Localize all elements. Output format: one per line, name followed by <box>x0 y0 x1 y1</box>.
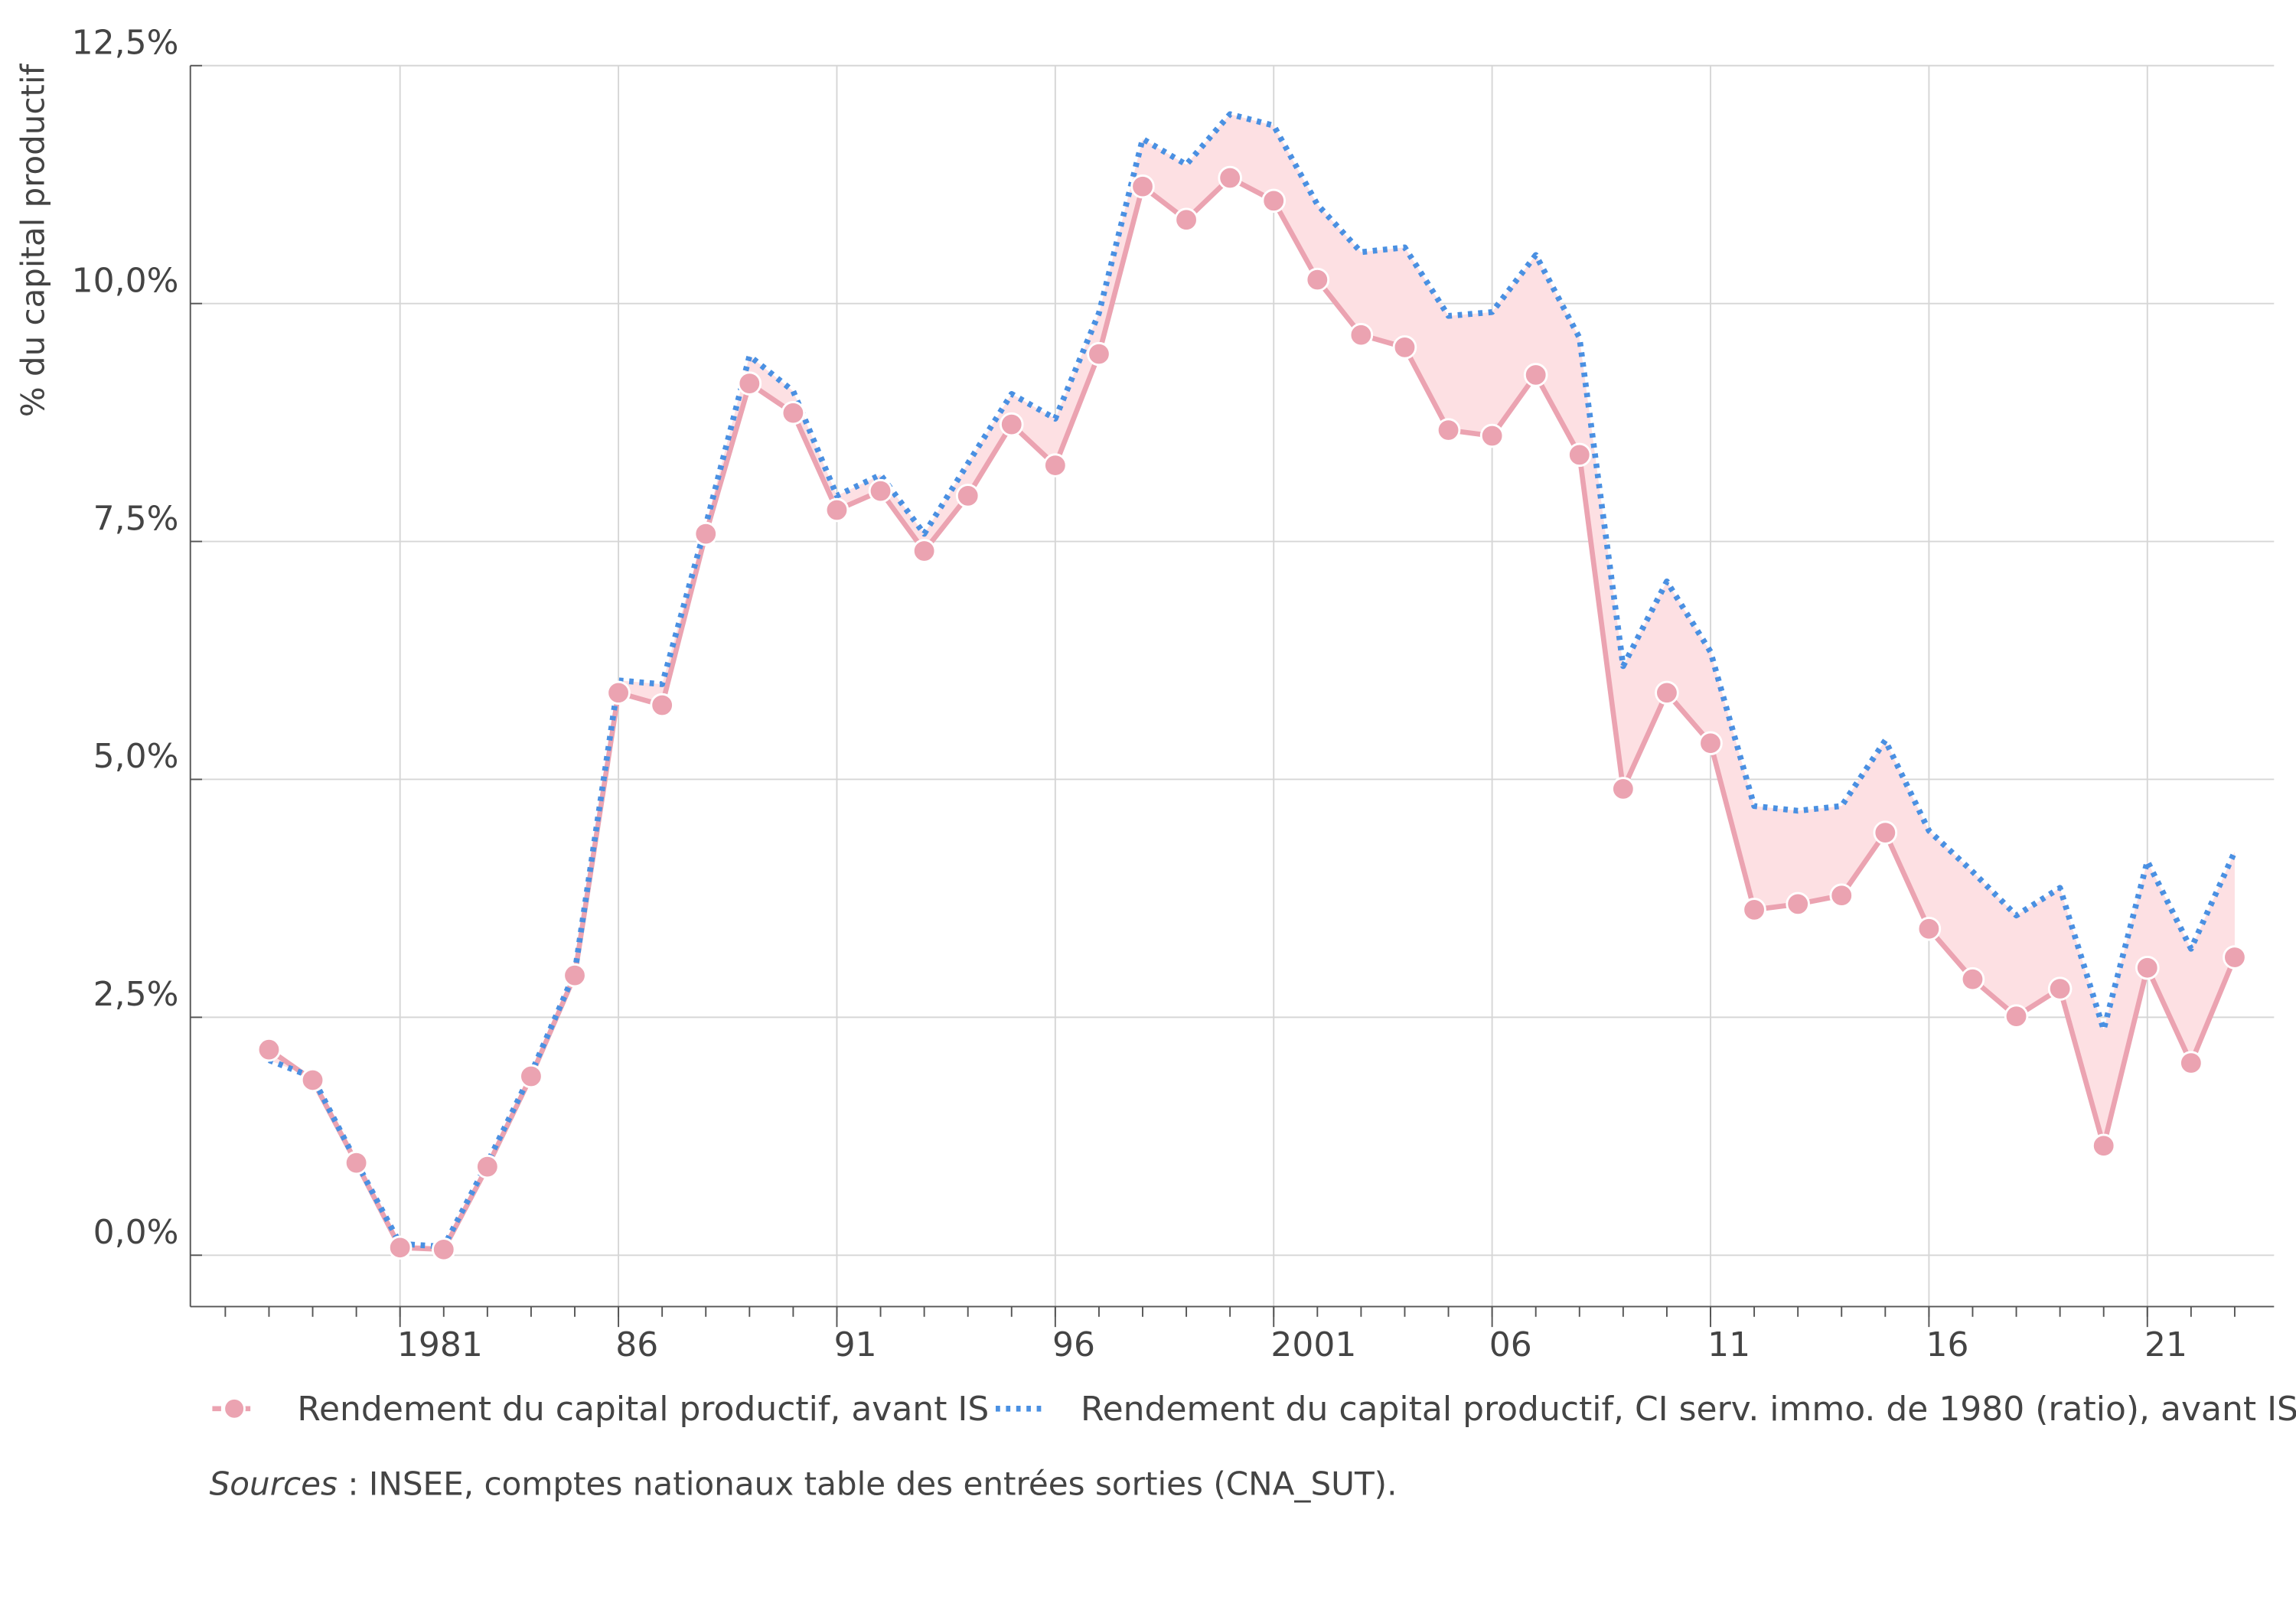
legend-item: Rendement du capital productif, CI serv.… <box>996 1390 2296 1429</box>
point <box>1523 363 1548 387</box>
point <box>563 963 587 988</box>
point <box>1567 442 1592 468</box>
point <box>1698 731 1723 755</box>
source-label: Sources <box>210 1465 338 1502</box>
point <box>955 484 980 508</box>
x-tick-label: 06 <box>1489 1325 1532 1364</box>
source: Sources : INSEE, comptes nationaux table… <box>210 1465 1397 1502</box>
point <box>256 1037 282 1062</box>
point <box>1349 322 1374 347</box>
point <box>344 1150 369 1175</box>
x-tick-label: 2001 <box>1270 1325 1356 1364</box>
y-tick-label: 12,5% <box>72 24 179 63</box>
point <box>912 539 937 563</box>
point <box>1392 335 1417 360</box>
x-tick-label: 86 <box>615 1325 658 1364</box>
point <box>693 521 719 546</box>
point <box>1043 453 1068 478</box>
legend-marker <box>223 1397 246 1420</box>
x-tick-label: 21 <box>2144 1325 2187 1364</box>
point <box>1174 207 1199 232</box>
fill-between <box>269 114 2235 1250</box>
y-tick-label: 10,0% <box>72 261 179 300</box>
point <box>1218 165 1242 191</box>
point <box>868 478 893 504</box>
point <box>2135 955 2160 980</box>
point <box>999 412 1024 437</box>
point <box>1436 418 1461 442</box>
y-tick-label: 2,5% <box>93 975 179 1014</box>
point <box>1305 267 1330 292</box>
point <box>606 680 631 706</box>
point <box>2179 1051 2203 1075</box>
series-line <box>267 175 2238 1253</box>
x-tick-label: 91 <box>834 1325 877 1364</box>
x-tick-label: 16 <box>1926 1325 1969 1364</box>
point <box>519 1064 543 1089</box>
point <box>1611 777 1636 801</box>
legend-item: Rendement du capital productif, avant IS <box>212 1390 989 1429</box>
x-tick-label: 11 <box>1707 1325 1750 1364</box>
point <box>1261 188 1287 214</box>
y-tick-label: 5,0% <box>93 737 179 776</box>
legend-label: Rendement du capital productif, avant IS <box>297 1390 989 1429</box>
point <box>1655 680 1679 706</box>
x-tick-label: 1981 <box>397 1325 483 1364</box>
point <box>300 1068 325 1093</box>
y-axis-label: % du capital productif <box>14 64 51 418</box>
point <box>1786 892 1810 917</box>
x-tick-label: 96 <box>1052 1325 1095 1364</box>
point <box>1087 341 1111 367</box>
source-text: : INSEE, comptes nationaux table des ent… <box>338 1465 1397 1502</box>
legend-label: Rendement du capital productif, CI serv.… <box>1081 1390 2296 1429</box>
y-tick-label: 7,5% <box>93 499 179 538</box>
point <box>1130 174 1155 199</box>
point <box>737 371 762 396</box>
point <box>781 400 806 425</box>
point <box>1960 966 1985 992</box>
point <box>650 693 674 718</box>
point <box>1873 820 1898 845</box>
point <box>475 1154 500 1179</box>
point <box>387 1235 413 1260</box>
point <box>431 1237 456 1262</box>
series-line <box>268 111 2238 1250</box>
point <box>2223 945 2247 970</box>
point <box>1829 883 1854 908</box>
point <box>1916 917 1942 941</box>
point <box>1479 423 1505 448</box>
point <box>2091 1133 2116 1158</box>
point <box>2047 976 2073 1001</box>
point <box>1742 898 1766 922</box>
y-tick-label: 0,0% <box>93 1213 179 1252</box>
point <box>824 497 850 523</box>
point <box>2004 1004 2029 1028</box>
